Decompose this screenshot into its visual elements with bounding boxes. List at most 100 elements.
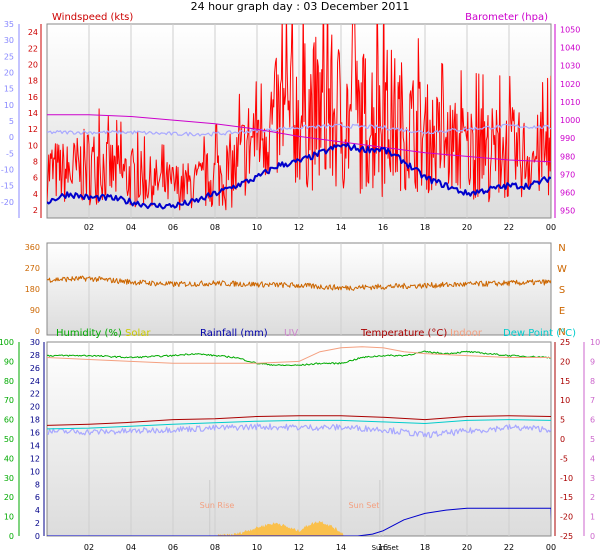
barometer-line [47, 114, 551, 163]
y-tick-label: 5 [590, 435, 595, 444]
y-tick-label: 1020 [560, 80, 580, 89]
y-tick-label: 2 [35, 519, 40, 528]
x-tick-label: 12 [294, 223, 304, 232]
y-tick-label: 12 [30, 454, 40, 463]
y-tick-label: 0 [560, 435, 565, 444]
y-tick-label: -15 [560, 493, 573, 502]
sunrise-label: Sun Rise [200, 501, 235, 510]
rainfall-line [47, 507, 551, 536]
x-tick-label: 06 [168, 223, 178, 232]
legend-temperature: Temperature (°C) [360, 328, 447, 339]
y-tick-label: 15 [4, 85, 14, 94]
temp-outer-axis: -20 -15 -10 -5 0 5 10 15 20 25 30 35 [1, 20, 20, 218]
humidity-line [47, 350, 551, 367]
y-tick-label: 6 [33, 174, 38, 183]
y-tick-label: 4 [590, 454, 595, 463]
x-tick-label: 02 [84, 543, 94, 552]
y-tick-label: 10 [590, 338, 600, 347]
legend-rainfall: Rainfall (mm) [200, 328, 268, 339]
gust-line [47, 142, 551, 210]
y-tick-label: 2 [590, 493, 595, 502]
y-tick-label: 5 [560, 416, 565, 425]
y-tick-label: 90 [30, 306, 40, 315]
y-tick-label: 1030 [560, 62, 580, 71]
uv-axis: 0 1 2 3 4 5 6 7 8 9 10 [583, 338, 600, 541]
legend-humidity: Humidity (%) [56, 328, 122, 339]
x-tick-label: 02 [84, 223, 94, 232]
legend-dewpoint: Dew Point (°C) [503, 328, 576, 339]
y-tick-label: 18 [28, 77, 38, 86]
grey-temperature-line [47, 423, 551, 439]
y-tick-label: 8 [590, 377, 595, 386]
y-tick-label: 40 [4, 454, 14, 463]
y-tick-label: 20 [4, 493, 14, 502]
y-tick-label: 20 [28, 60, 38, 69]
y-tick-label: 14 [28, 109, 38, 118]
y-tick-label: 1000 [560, 116, 580, 125]
x-tick-label: 14 [336, 543, 346, 552]
climate-panel-gridlines [88, 342, 510, 536]
x-tick-label: 06 [168, 543, 178, 552]
y-tick-label: -5 [6, 149, 14, 158]
y-tick-label: 50 [4, 435, 14, 444]
x-tick-label: 08 [210, 543, 220, 552]
legend-windspeed: Windspeed (kts) [52, 12, 133, 23]
y-tick-label: -5 [560, 454, 568, 463]
y-tick-label: 24 [30, 377, 40, 386]
y-tick-label: 20 [560, 357, 570, 366]
y-tick-label: 26 [30, 364, 40, 373]
compass-label: E [559, 306, 565, 317]
y-tick-label: 28 [30, 351, 40, 360]
y-tick-label: -20 [560, 513, 573, 522]
y-tick-label: 7 [590, 396, 595, 405]
y-tick-label: 980 [560, 152, 575, 161]
x-tick-label: 18 [420, 543, 430, 552]
x-tick-label: 04 [126, 543, 136, 552]
y-tick-label: 970 [560, 170, 575, 179]
y-tick-label: 0 [35, 327, 40, 336]
y-tick-label: -20 [1, 198, 14, 207]
legend-solar: Solar [125, 328, 151, 339]
y-tick-label: 16 [28, 93, 38, 102]
y-tick-label: 0 [590, 532, 595, 541]
x-tick-label: 04 [126, 223, 136, 232]
top-temperature-line [47, 123, 551, 137]
y-tick-label: 950 [560, 207, 575, 216]
legend-uv: UV [284, 328, 298, 339]
y-tick-label: 24 [28, 28, 38, 37]
x-tick-label: 16 [378, 543, 388, 552]
x-tick-label: 10 [252, 543, 262, 552]
compass-label: N [558, 243, 565, 254]
windspeed-line [47, 24, 551, 211]
y-tick-label: 6 [590, 416, 595, 425]
x-tick-label: 16 [378, 223, 388, 232]
compass-label: W [557, 264, 567, 275]
solar-area [215, 520, 346, 536]
y-tick-label: 4 [33, 190, 38, 199]
y-tick-label: 960 [560, 189, 575, 198]
y-tick-label: -25 [560, 532, 573, 541]
y-tick-label: 80 [4, 377, 14, 386]
y-tick-label: 90 [4, 357, 14, 366]
y-tick-label: 1 [590, 513, 595, 522]
x-tick-label: 20 [462, 223, 472, 232]
temperature-line [47, 415, 551, 426]
y-tick-label: 30 [4, 474, 14, 483]
y-tick-label: 30 [30, 338, 40, 347]
dewpoint-line [47, 419, 551, 430]
x-tick-label: 00 [546, 223, 556, 232]
x-tick-label: 20 [462, 543, 472, 552]
y-tick-label: 10 [28, 141, 38, 150]
y-tick-label: 0 [35, 532, 40, 541]
direction-axis: 360 270 180 90 0 [25, 243, 40, 336]
y-tick-label: 70 [4, 396, 14, 405]
y-tick-label: 60 [4, 416, 14, 425]
sunset-label: Sun Set [349, 501, 380, 510]
y-tick-label: -10 [560, 474, 573, 483]
y-tick-label: 1010 [560, 98, 580, 107]
